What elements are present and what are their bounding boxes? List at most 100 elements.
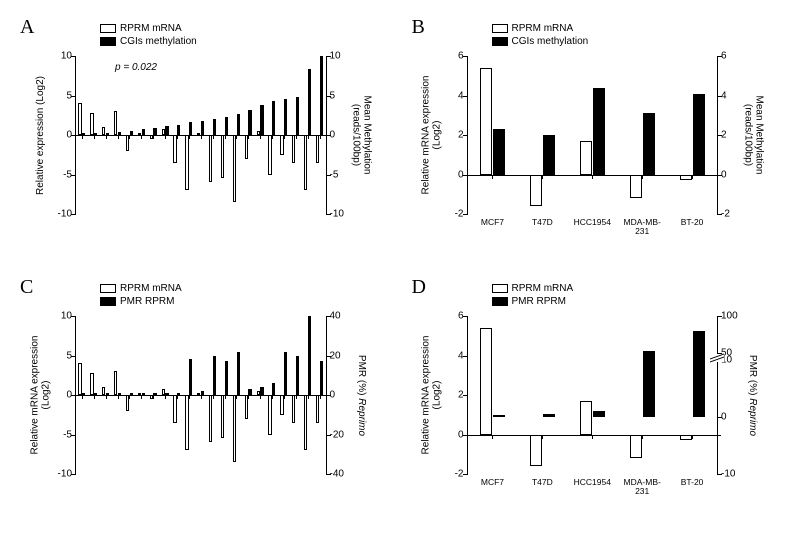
axis-tick-label: -2 xyxy=(438,209,464,220)
axis-tick-label: 6 xyxy=(721,51,747,62)
axis-tick-label: 5 xyxy=(46,350,72,361)
legend-swatch-filled xyxy=(100,37,116,46)
bar-filled xyxy=(153,128,156,135)
bar-open xyxy=(90,113,93,135)
bar-open xyxy=(580,141,592,175)
legend: RPRM mRNAPMR RPRM xyxy=(100,282,182,308)
bar-open xyxy=(78,103,81,135)
axis-tick-label: -10 xyxy=(46,209,72,220)
x-category-label: BT-20 xyxy=(681,478,704,487)
x-category-label: MDA-MB- 231 xyxy=(624,218,661,236)
bar-filled xyxy=(543,135,555,175)
x-category-label: T47D xyxy=(532,218,553,227)
legend: RPRM mRNACGIs methylation xyxy=(100,22,197,48)
axis-tick-label: 0 xyxy=(721,169,747,180)
bar-filled xyxy=(643,351,655,417)
legend-swatch-open xyxy=(492,284,508,293)
bar-open xyxy=(209,135,212,182)
bar-open xyxy=(209,395,212,442)
axis-tick-label: 0 xyxy=(438,429,464,440)
bar-filled xyxy=(213,356,216,396)
axis-tick-label: 5 xyxy=(330,90,356,101)
bar-open xyxy=(680,435,692,441)
bar-filled xyxy=(201,121,204,135)
bar-group: MCF7 xyxy=(468,316,518,474)
axis-tick-label: 6 xyxy=(438,311,464,322)
axis-tick-label: 0 xyxy=(46,390,72,401)
chart-area: -20246-1001050100MCF7T47DHCC1954MDA-MB- … xyxy=(467,316,719,474)
bar-filled xyxy=(284,352,287,395)
x-category-label: HCC1954 xyxy=(574,478,611,487)
bar-open xyxy=(221,135,224,178)
axis-tick-label: 2 xyxy=(721,130,747,141)
bar-filled xyxy=(260,105,263,135)
axis-tick-label: -10 xyxy=(330,209,356,220)
axis-tick-label: -10 xyxy=(721,469,747,480)
bar-filled xyxy=(225,361,228,395)
x-category-label: MCF7 xyxy=(481,478,504,487)
bar-filled xyxy=(177,125,180,135)
panel-label: B xyxy=(412,16,425,39)
bar-open xyxy=(680,175,692,181)
axis-tick-label: 2 xyxy=(438,130,464,141)
bar-open xyxy=(480,328,492,435)
axis-tick-label: 0 xyxy=(721,412,747,423)
chart-area: -20246-20246MCF7T47DHCC1954MDA-MB- 231BT… xyxy=(467,56,719,214)
panel-label: C xyxy=(20,276,33,299)
axis-tick-label: 0 xyxy=(330,130,356,141)
axis-tick-label: 10 xyxy=(46,311,72,322)
bar-open xyxy=(268,135,271,175)
bar-open xyxy=(114,371,117,395)
bar-filled xyxy=(693,331,705,417)
axis-tick-label: -2 xyxy=(721,209,747,220)
axis-tick-label: 0 xyxy=(46,130,72,141)
bar-group: BT-20 xyxy=(667,56,717,214)
bar-open xyxy=(221,395,224,438)
x-category-label: T47D xyxy=(532,478,553,487)
x-category-label: MCF7 xyxy=(481,218,504,227)
legend-label: RPRM mRNA xyxy=(120,282,182,295)
bar-filled xyxy=(237,114,240,135)
bar-filled xyxy=(308,316,311,395)
bar-group: HCC1954 xyxy=(567,316,617,474)
bar-filled xyxy=(493,415,505,417)
bar-filled xyxy=(593,411,605,417)
legend: RPRM mRNAPMR RPRM xyxy=(492,282,574,308)
bar-filled xyxy=(225,117,228,135)
axis-tick-label: 4 xyxy=(438,90,464,101)
axis-tick-label: 0 xyxy=(330,390,356,401)
axis-tick-label: -5 xyxy=(330,169,356,180)
bar-filled xyxy=(308,69,311,135)
axis-tick-label: -10 xyxy=(46,469,72,480)
axis-tick-label: -5 xyxy=(46,429,72,440)
legend-label: RPRM mRNA xyxy=(120,22,182,35)
bar-filled xyxy=(165,126,168,135)
bar-open xyxy=(268,395,271,435)
legend-label: CGIs methylation xyxy=(512,35,589,48)
bar-open xyxy=(530,435,542,467)
axis-tick-label: -20 xyxy=(330,429,356,440)
legend-label: PMR RPRM xyxy=(120,295,174,308)
legend-swatch-filled xyxy=(100,297,116,306)
bar-open xyxy=(185,135,188,190)
chart-area: -10-50510-40-2002040 xyxy=(75,316,327,474)
panel-label: A xyxy=(20,16,34,39)
bar-open xyxy=(78,363,81,395)
panel-c: CRPRM mRNAPMR RPRMRelative mRNA expressi… xyxy=(20,280,382,510)
legend-item: PMR RPRM xyxy=(492,295,574,308)
chart-area: -10-50510-10-50510 xyxy=(75,56,327,214)
bar-filled xyxy=(543,414,555,417)
axis-tick-label: -5 xyxy=(46,169,72,180)
bar-filled xyxy=(189,359,192,395)
bar-open xyxy=(630,175,642,199)
bar-open xyxy=(530,175,542,207)
bar-group: T47D xyxy=(517,316,567,474)
bar-open xyxy=(316,135,319,163)
legend-item: RPRM mRNA xyxy=(100,22,197,35)
bar-open xyxy=(185,395,188,450)
legend-label: CGIs methylation xyxy=(120,35,197,48)
axis-tick-label: 6 xyxy=(438,51,464,62)
bar-filled xyxy=(272,101,275,135)
bar-group: T47D xyxy=(517,56,567,214)
axis-tick-label: 0 xyxy=(438,169,464,180)
